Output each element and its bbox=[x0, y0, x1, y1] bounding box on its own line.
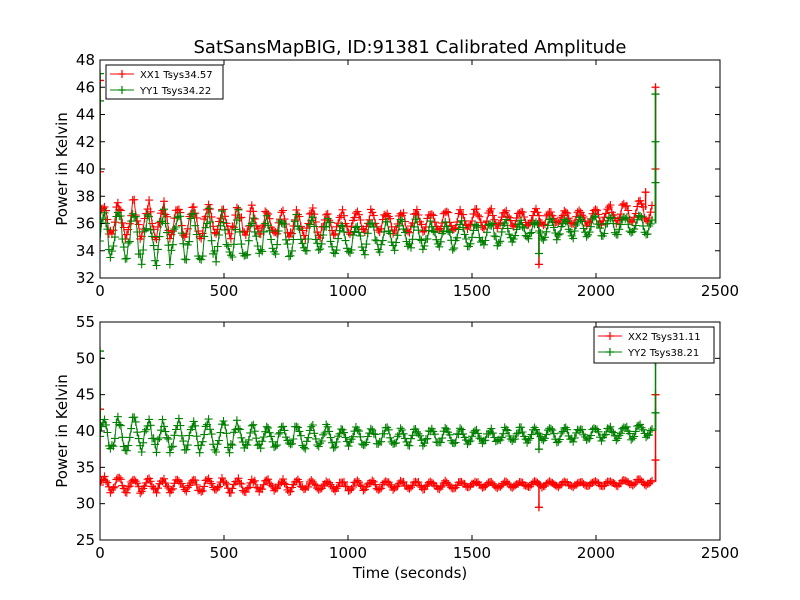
top-legend-label-xx1: XX1 Tsys34.57 bbox=[140, 70, 213, 81]
bottom-legend-box bbox=[593, 326, 715, 364]
y-tick-label: 40 bbox=[76, 422, 95, 440]
spike-marker bbox=[534, 249, 543, 258]
spike-marker bbox=[651, 90, 660, 99]
top-legend: XX1 Tsys34.57 YY1 Tsys34.22 bbox=[105, 64, 224, 100]
y-tick-label: 45 bbox=[76, 386, 95, 404]
x-tick-label: 2000 bbox=[577, 282, 615, 300]
top-legend-label-yy1: YY1 Tsys34.22 bbox=[139, 86, 211, 97]
y-tick-label: 36 bbox=[76, 215, 95, 233]
bottom-legend-label-xx2: XX2 Tsys31.11 bbox=[628, 332, 701, 343]
x-tick-label: 1000 bbox=[329, 544, 367, 562]
x-tick-label: 1000 bbox=[329, 282, 367, 300]
top-ticks: 0 500 1000 1500 2000 2500 32 34 36 38 40 42 44 46 48 bbox=[76, 51, 739, 300]
y-tick-label: 25 bbox=[76, 531, 95, 549]
y-tick-label: 35 bbox=[76, 458, 95, 476]
bottom-xlabel: Time (seconds) bbox=[352, 564, 468, 582]
spike-marker bbox=[534, 260, 543, 269]
x-tick-label: 2500 bbox=[701, 282, 739, 300]
spike-marker bbox=[651, 408, 660, 417]
y-tick-label: 38 bbox=[76, 187, 95, 205]
top-legend-marker-yy1 bbox=[118, 86, 126, 94]
series-xx2 bbox=[100, 390, 660, 512]
top-ylabel: Power in Kelvin bbox=[53, 112, 71, 226]
series-markers bbox=[100, 204, 656, 270]
y-tick-label: 46 bbox=[76, 78, 95, 96]
top-plot-data bbox=[100, 69, 660, 270]
bottom-subplot: 0 500 1000 1500 2000 2500 25 30 35 40 45 50 55 Power… bbox=[53, 313, 739, 582]
figure-title: SatSansMapBIG, ID:91381 Calibrated Ampli… bbox=[194, 37, 627, 58]
x-tick-label: 0 bbox=[95, 282, 105, 300]
y-tick-label: 55 bbox=[76, 313, 95, 331]
series-yy1 bbox=[100, 69, 660, 270]
series-yy2 bbox=[100, 347, 660, 457]
x-tick-label: 2500 bbox=[701, 544, 739, 562]
x-tick-label: 1500 bbox=[453, 544, 491, 562]
spike-marker bbox=[100, 96, 104, 105]
y-tick-label: 32 bbox=[76, 269, 95, 287]
bottom-ticks: 0 500 1000 1500 2000 2500 25 30 35 40 45 50 55 bbox=[76, 313, 739, 562]
bottom-legend-label-yy2: YY2 Tsys38.21 bbox=[627, 348, 699, 359]
spike-marker bbox=[100, 69, 104, 78]
spike-marker bbox=[641, 188, 650, 197]
top-subplot: 0 500 1000 1500 2000 2500 32 34 36 38 40 42 44 46 48 P… bbox=[53, 51, 739, 300]
spike-marker bbox=[534, 445, 543, 454]
x-tick-label: 2000 bbox=[577, 544, 615, 562]
spike-marker bbox=[100, 76, 104, 85]
bottom-legend-marker-xx2 bbox=[606, 332, 614, 340]
y-tick-label: 42 bbox=[76, 133, 95, 151]
series-markers bbox=[100, 472, 656, 498]
y-tick-label: 48 bbox=[76, 51, 95, 69]
top-legend-marker-xx1 bbox=[118, 70, 126, 78]
spike-marker bbox=[651, 178, 660, 187]
bottom-legend: XX2 Tsys31.11 YY2 Tsys38.21 bbox=[593, 326, 715, 364]
bottom-ylabel: Power in Kelvin bbox=[53, 374, 71, 488]
y-tick-label: 44 bbox=[76, 106, 95, 124]
spike-marker bbox=[100, 347, 104, 356]
top-legend-box bbox=[105, 64, 224, 100]
x-tick-label: 1500 bbox=[453, 282, 491, 300]
y-tick-label: 30 bbox=[76, 495, 95, 513]
bottom-plot-data bbox=[100, 347, 660, 512]
x-tick-label: 0 bbox=[95, 544, 105, 562]
x-tick-label: 500 bbox=[210, 282, 239, 300]
spike-marker bbox=[651, 83, 660, 92]
spike-marker bbox=[651, 137, 660, 146]
x-tick-label: 500 bbox=[210, 544, 239, 562]
y-tick-label: 50 bbox=[76, 349, 95, 367]
spike-marker bbox=[100, 405, 104, 414]
spike-marker bbox=[534, 503, 543, 512]
y-tick-label: 34 bbox=[76, 242, 95, 260]
y-tick-label: 40 bbox=[76, 160, 95, 178]
spike-marker bbox=[100, 167, 104, 176]
series-markers bbox=[100, 412, 656, 457]
bottom-legend-marker-yy2 bbox=[606, 348, 614, 356]
